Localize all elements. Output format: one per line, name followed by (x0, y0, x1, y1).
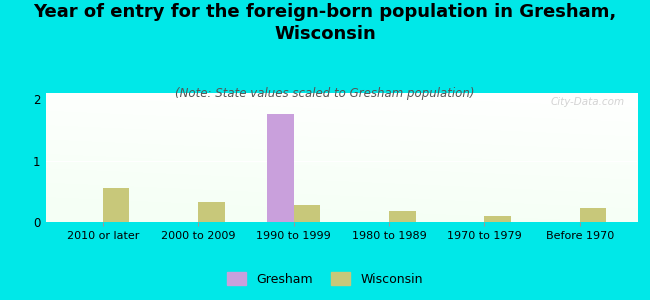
Text: City-Data.com: City-Data.com (551, 97, 625, 107)
Bar (389, 211, 415, 222)
Bar (580, 208, 606, 222)
Bar (294, 206, 320, 222)
Text: Year of entry for the foreign-born population in Gresham,
Wisconsin: Year of entry for the foreign-born popul… (33, 3, 617, 43)
Text: (Note: State values scaled to Gresham population): (Note: State values scaled to Gresham po… (176, 87, 474, 100)
Legend: Gresham, Wisconsin: Gresham, Wisconsin (222, 267, 428, 291)
Bar (103, 188, 129, 222)
Bar (198, 202, 225, 222)
Bar (267, 114, 294, 222)
Bar (484, 216, 511, 222)
